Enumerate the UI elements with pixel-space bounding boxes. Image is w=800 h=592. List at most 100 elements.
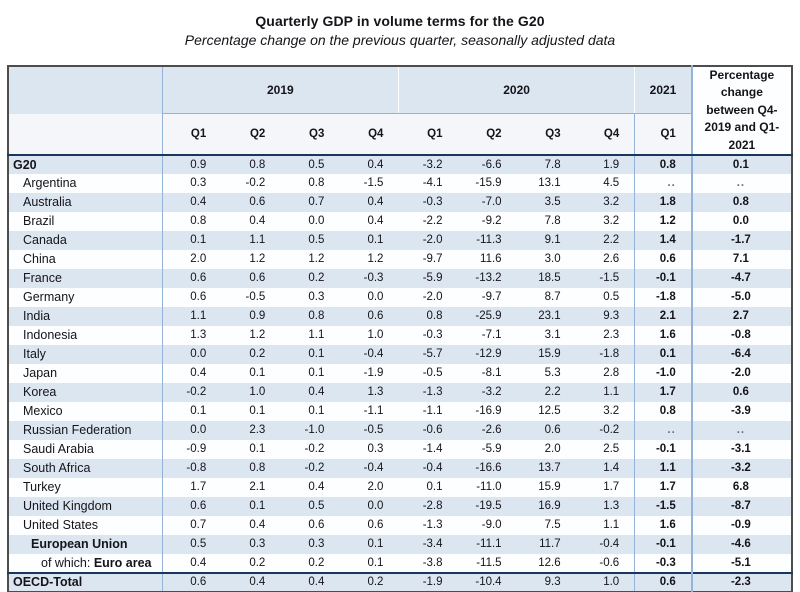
value-cell: 0.6 (544, 424, 561, 437)
value-cell: -0.4 (363, 348, 384, 361)
value-cell: -7.1 (481, 329, 502, 342)
value-cell: 0.1 (367, 538, 384, 551)
value-cell: 0.6 (162, 571, 222, 592)
value-cell: .. (690, 420, 793, 440)
value-cell: 0.4 (308, 481, 325, 494)
value-cell: -0.5 (363, 424, 384, 437)
value-cell: -3.8 (422, 556, 443, 569)
row-label: South Africa (8, 458, 163, 478)
table-row-mexico: Mexico 0.1 0.1 0.1 -1.1 -1.1 -16.9 12.5 3.2 0.8 -3… (8, 401, 793, 421)
row-label: Saudi Arabia (8, 439, 163, 459)
value-cell: 0.0 (308, 215, 325, 228)
value-cell: 0.1 (426, 481, 443, 494)
value-cell: -2.2 (422, 215, 443, 228)
value-cell: 0.6 (690, 382, 793, 402)
value-cell: 7.8 (544, 215, 561, 228)
value-cell: 3.2 (603, 215, 620, 228)
value-cell: -8.7 (690, 496, 793, 516)
value-cell: -3.9 (690, 401, 793, 421)
value-cell: 0.0 (690, 211, 793, 231)
row-label: Australia (8, 192, 163, 212)
value-cell: 0.5 (308, 500, 325, 513)
value-cell: 1.6 (634, 515, 692, 535)
value-cell: -0.2 (304, 443, 325, 456)
value-cell: 2.0 (544, 443, 561, 456)
row-label: Japan (8, 363, 163, 383)
table-row-australia: Australia 0.4 0.6 0.7 0.4 -0.3 -7.0 3.5 3.2 1.8 0.… (8, 192, 793, 212)
value-cell: 0.1 (249, 500, 266, 513)
value-cell: -15.9 (475, 177, 502, 190)
value-cell: 0.8 (308, 177, 325, 190)
value-cell: -0.8 (690, 325, 793, 345)
value-cell: 0.3 (367, 443, 384, 456)
value-cell: -3.2 (481, 386, 502, 399)
value-cell: 7.8 (544, 158, 561, 171)
value-cell: 0.0 (367, 500, 384, 513)
value-cell: 9.1 (544, 234, 561, 247)
value-cell: 0.1 (634, 344, 692, 364)
row-label: European Union (8, 534, 163, 554)
value-cell: -10.4 (457, 571, 517, 592)
row-label: Germany (8, 287, 163, 307)
value-cell: 8.7 (544, 291, 561, 304)
value-cell: -12.9 (475, 348, 502, 361)
value-cell: 0.4 (190, 556, 207, 569)
value-cell: -1.1 (422, 405, 443, 418)
value-cell: 0.1 (308, 405, 325, 418)
value-cell: 0.3 (249, 538, 266, 551)
value-cell: -13.2 (475, 272, 502, 285)
value-cell: 0.4 (308, 386, 325, 399)
value-cell: -7.0 (481, 196, 502, 209)
table-row-france: France 0.6 0.6 0.2 -0.3 -5.9 -13.2 18.5 -1.5 -0.1… (8, 268, 793, 288)
value-cell: 0.6 (249, 196, 266, 209)
table-row-russian-federation: Russian Federation 0.0 2.3 -1.0 -0.5 -0.6 -2.6… (8, 420, 793, 440)
value-cell: 0.6 (249, 272, 266, 285)
value-cell: 2.0 (190, 253, 207, 266)
value-cell: -0.3 (422, 196, 443, 209)
value-cell: -6.6 (481, 158, 502, 171)
value-cell: -11.1 (476, 538, 502, 551)
row-label: Russian Federation (8, 420, 163, 440)
table-row-turkey: Turkey 1.7 2.1 0.4 2.0 0.1 -11.0 15.9 1.7 1.7 6.8 (8, 477, 793, 497)
value-cell: 2.7 (690, 306, 793, 326)
value-cell: -2.3 (690, 571, 793, 592)
value-cell: 0.3 (308, 291, 325, 304)
value-cell: 3.2 (603, 196, 620, 209)
value-cell: 0.6 (190, 272, 207, 285)
value-cell: 0.8 (249, 462, 266, 475)
value-cell: 1.7 (634, 477, 692, 497)
value-cell: 1.9 (603, 158, 620, 171)
value-cell: -11.3 (476, 234, 502, 247)
year-header-row: 2019 2020 2021 Percentage change between… (8, 66, 793, 156)
value-cell: 0.1 (308, 367, 325, 380)
value-cell: 12.5 (538, 405, 561, 418)
value-cell: 13.1 (538, 177, 561, 190)
value-cell: 1.1 (308, 329, 325, 342)
row-label: OECD-Total (8, 571, 163, 592)
value-cell: 0.8 (308, 310, 325, 323)
value-cell: -0.3 (422, 329, 443, 342)
value-cell: 1.3 (367, 386, 384, 399)
value-cell: 0.4 (221, 571, 281, 592)
value-cell: 11.7 (539, 538, 561, 551)
value-cell: 0.4 (280, 571, 340, 592)
value-cell: 3.5 (544, 196, 561, 209)
value-cell: 0.1 (190, 405, 207, 418)
value-cell: -0.4 (363, 462, 384, 475)
value-cell: 0.1 (249, 443, 266, 456)
value-cell: 3.0 (544, 253, 561, 266)
value-cell: 0.8 (249, 158, 266, 171)
value-cell: 6.8 (690, 477, 793, 497)
value-cell: 1.0 (575, 571, 635, 592)
value-cell: -0.2 (599, 424, 620, 437)
quarter-header: Q2 (457, 113, 517, 156)
value-cell: -5.7 (422, 348, 443, 361)
value-cell: -5.0 (690, 287, 793, 307)
value-cell: .. (634, 173, 692, 193)
value-cell: 1.0 (249, 386, 266, 399)
value-cell: 0.4 (367, 215, 384, 228)
value-cell: 0.6 (634, 571, 692, 592)
value-cell: -25.9 (475, 310, 502, 323)
value-cell: 2.3 (603, 329, 620, 342)
value-cell: -1.9 (363, 367, 384, 380)
